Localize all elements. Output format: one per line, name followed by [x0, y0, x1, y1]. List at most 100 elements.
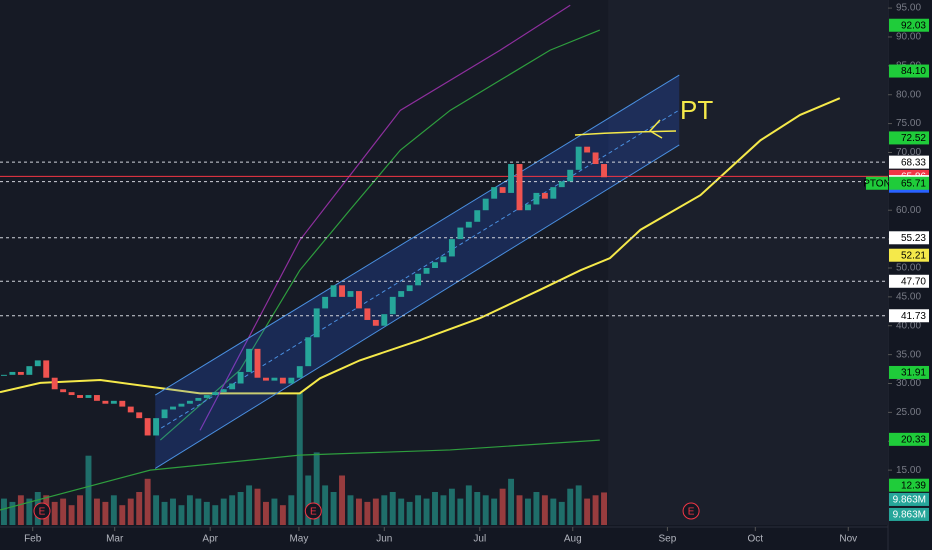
- x-tick-label: Aug: [564, 534, 582, 545]
- volume-bar: [102, 501, 109, 525]
- volume-bar: [525, 498, 531, 525]
- candle: [178, 403, 185, 407]
- volume-bar: [119, 505, 126, 525]
- volume-bar: [415, 495, 422, 525]
- event-marker: [304, 502, 322, 520]
- candle: [102, 400, 109, 404]
- volume-bar: [17, 495, 24, 525]
- indicator-line: [0, 97, 841, 395]
- volume-bar: [85, 455, 92, 525]
- volume-bar: [339, 475, 345, 525]
- candle: [110, 400, 117, 404]
- candle: [170, 406, 176, 410]
- candle: [550, 187, 557, 199]
- candle: [575, 146, 582, 170]
- volume-bar: [389, 492, 396, 525]
- y-tick-label: 35.00: [896, 349, 921, 360]
- candle: [415, 273, 422, 286]
- volume-bar: [9, 501, 16, 525]
- volume-bar: [203, 501, 210, 525]
- volume-bar: [330, 492, 337, 525]
- last-price-label-bg: [889, 176, 929, 190]
- y-tick-label: 70.00: [896, 147, 921, 158]
- volume-bar: [558, 501, 565, 525]
- y-tick-label: 40.00: [896, 320, 921, 331]
- volume-bar: [575, 485, 582, 525]
- volume-bar: [347, 495, 354, 525]
- last-price-label: 65.71: [901, 178, 926, 189]
- candle: [51, 377, 58, 390]
- candle: [263, 377, 269, 381]
- candle: [482, 198, 489, 211]
- volume-bar: [457, 498, 464, 525]
- volume-bar: [51, 501, 58, 525]
- volume-bar: [305, 475, 312, 525]
- volume-bar: [296, 393, 303, 525]
- volume-bar: [110, 495, 117, 525]
- price-label-bg: [889, 365, 929, 379]
- price-label: 31.91: [901, 368, 926, 379]
- x-tick-label: Feb: [24, 534, 42, 545]
- price-label: 68.33: [901, 157, 926, 168]
- volume-bar: [246, 485, 253, 525]
- volume-bar: [474, 492, 481, 525]
- volume-label-bg: [889, 507, 929, 521]
- volume-bar: [499, 488, 506, 525]
- volume-bar: [584, 498, 591, 525]
- y-tick-label: 50.00: [896, 263, 921, 274]
- price-label: 84.10: [901, 66, 926, 77]
- volume-bar: [482, 495, 489, 525]
- candle: [533, 192, 540, 205]
- price-label: 52.21: [901, 250, 926, 261]
- x-tick-label: Sep: [659, 534, 677, 545]
- volume-bar: [406, 501, 413, 525]
- price-label-bg: [889, 231, 929, 245]
- candle: [313, 308, 320, 338]
- y-tick-label: 75.00: [896, 118, 921, 129]
- candle: [601, 164, 607, 178]
- event-marker: [33, 502, 51, 520]
- x-tick-label: Jul: [473, 534, 486, 545]
- price-label: 20.33: [901, 434, 926, 445]
- candle: [406, 285, 413, 292]
- candle: [246, 348, 253, 372]
- volume-bar: [212, 505, 219, 525]
- candle: [372, 319, 379, 326]
- x-tick-label: Apr: [202, 534, 218, 545]
- candle: [279, 377, 286, 384]
- volume-bar: [254, 488, 261, 525]
- future-region: [608, 0, 888, 525]
- candle: [144, 418, 151, 436]
- candle: [161, 409, 168, 419]
- x-tick-label: Mar: [106, 534, 124, 545]
- indicator-line: [0, 439, 600, 511]
- volume-bar: [161, 501, 168, 525]
- volume-bar: [237, 492, 244, 525]
- annotation: PT: [680, 95, 713, 125]
- candle: [499, 187, 506, 193]
- candle: [330, 285, 337, 297]
- volume-bar: [423, 498, 430, 525]
- candle: [347, 291, 354, 297]
- event-label: E: [39, 507, 46, 518]
- price-label-bg: [889, 248, 929, 262]
- candle: [237, 371, 244, 384]
- volume-bar: [508, 478, 515, 525]
- volume-label: 9.863M: [893, 510, 926, 521]
- volume-bar: [355, 498, 362, 525]
- event-label: E: [310, 507, 317, 518]
- price-label: 92.03: [901, 20, 926, 31]
- volume-bar: [364, 501, 371, 525]
- volume-bar: [136, 492, 143, 525]
- candle: [584, 146, 591, 153]
- candle: [558, 181, 565, 188]
- price-label: 55.23: [901, 233, 926, 244]
- price-label-bg: [889, 18, 929, 32]
- volume-bar: [541, 495, 548, 525]
- candle: [381, 314, 388, 326]
- candle: [153, 418, 160, 436]
- volume-bar: [279, 505, 286, 525]
- channel-fill: [155, 75, 680, 469]
- y-tick-label: 25.00: [896, 407, 921, 418]
- candle: [34, 360, 41, 367]
